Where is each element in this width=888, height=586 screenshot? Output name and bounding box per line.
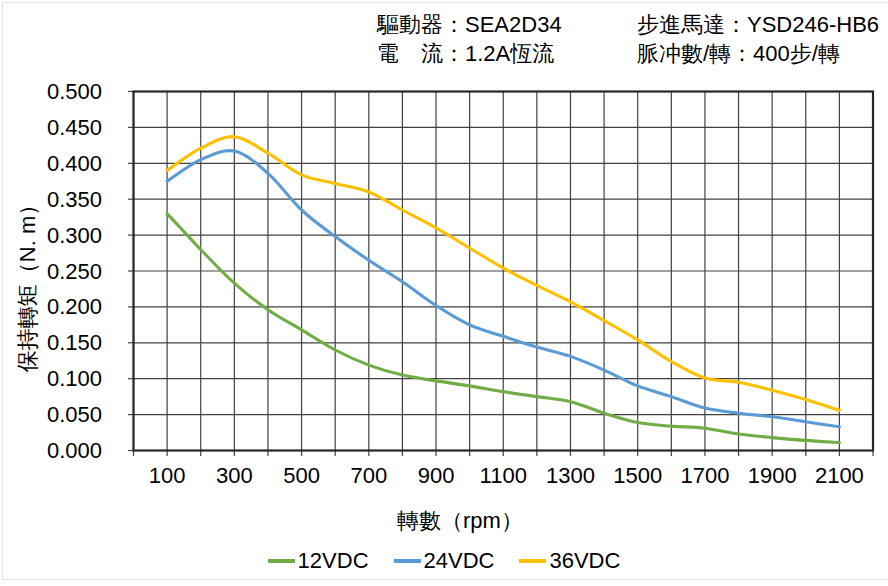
- legend-label-12vdc: 12VDC: [298, 548, 369, 574]
- legend-swatch-36vdc: [519, 559, 546, 562]
- legend-item-12vdc: 12VDC: [268, 548, 369, 574]
- torque-curve-chart: 0.000 0.050 0.100 0.150 0.200 0.250 0.300 0.350…: [0, 0, 888, 545]
- legend-label-24vdc: 24VDC: [424, 548, 495, 574]
- x-tick-label: 500: [283, 463, 320, 488]
- y-tick-label: 0.100: [47, 366, 102, 391]
- legend-swatch-24vdc: [394, 559, 421, 562]
- x-tick-label: 300: [216, 463, 253, 488]
- y-tick-label: 0.150: [47, 330, 102, 355]
- x-tick-label: 1700: [680, 463, 729, 488]
- x-tick-label: 1500: [613, 463, 662, 488]
- y-tick-label: 0.500: [47, 79, 102, 104]
- y-tick-label: 0.050: [47, 402, 102, 427]
- y-tick-label: 0.250: [47, 259, 102, 284]
- y-tick-label: 0.400: [47, 151, 102, 176]
- x-tick-label: 100: [149, 463, 186, 488]
- y-axis-title: 保持轉矩（N. m）: [13, 193, 43, 373]
- y-tick-label: 0.300: [47, 223, 102, 248]
- legend-item-24vdc: 24VDC: [394, 548, 495, 574]
- x-tick-label: 1100: [480, 463, 527, 488]
- x-tick-label: 2100: [815, 463, 864, 488]
- x-tick-label: 900: [418, 463, 455, 488]
- y-tick-label: 0.200: [47, 294, 102, 319]
- y-tick-label: 0.450: [47, 115, 102, 140]
- x-tick-label: 1900: [748, 463, 797, 488]
- legend-swatch-12vdc: [268, 559, 295, 562]
- x-tick-label: 700: [350, 463, 387, 488]
- chart-legend: 12VDC 24VDC 36VDC: [0, 548, 888, 574]
- y-tick-label: 0.350: [47, 187, 102, 212]
- legend-label-36vdc: 36VDC: [549, 548, 620, 574]
- x-axis-title: 轉數（rpm）: [310, 506, 610, 536]
- x-tick-label: 1300: [546, 463, 595, 488]
- y-tick-label: 0.000: [47, 438, 102, 463]
- legend-item-36vdc: 36VDC: [519, 548, 620, 574]
